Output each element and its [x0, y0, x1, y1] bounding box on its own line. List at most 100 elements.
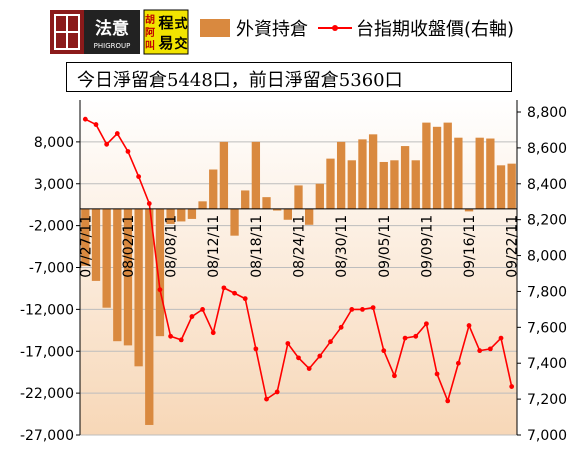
badge-char-2: 式 — [174, 16, 187, 32]
bar-31 — [411, 160, 420, 209]
bar-11 — [198, 201, 207, 209]
bar-17 — [262, 197, 271, 209]
bar-20 — [294, 185, 303, 209]
price-point-18 — [274, 389, 280, 395]
bar-10 — [187, 208, 197, 219]
price-point-0 — [82, 116, 88, 122]
right-tick-label-5: 8,000 — [527, 249, 567, 265]
left-tick-label-1: -22,000 — [20, 386, 74, 402]
left-tick-label-5: -2,000 — [29, 219, 74, 235]
bar-2 — [102, 208, 111, 308]
bar-4 — [123, 208, 133, 346]
bar-37 — [475, 137, 484, 209]
bar-series — [81, 122, 516, 425]
price-point-17 — [264, 396, 269, 402]
bar-25 — [347, 160, 356, 209]
price-point-25 — [349, 306, 355, 312]
right-tick-label-2: 7,400 — [527, 356, 567, 372]
legend-bar-label: 外資持倉 — [236, 19, 308, 40]
bar-39 — [496, 165, 506, 209]
price-point-7 — [157, 287, 163, 293]
logo: 法意 PHIGROUP 胡 阿 叫 程 式 交 易 — [48, 8, 190, 56]
logo-graphic: 法意 PHIGROUP 胡 阿 叫 程 式 交 易 — [48, 8, 190, 56]
price-point-36 — [466, 323, 472, 328]
right-tick-label-7: 8,400 — [527, 177, 567, 193]
price-point-16 — [253, 346, 259, 352]
bar-15 — [241, 190, 250, 209]
bar-35 — [454, 137, 463, 209]
left-tick-label-2: -17,000 — [20, 344, 74, 360]
bar-29 — [390, 160, 399, 209]
left-tick-label-4: -7,000 — [29, 261, 74, 277]
price-point-8 — [168, 333, 173, 339]
right-tick-label-3: 7,600 — [527, 320, 567, 336]
left-tick-label-3: -12,000 — [20, 302, 74, 318]
x-tick-label-7: 09/05/11 — [377, 215, 393, 278]
bar-8 — [166, 208, 175, 224]
bar-34 — [443, 122, 452, 209]
bar-22 — [315, 183, 324, 209]
legend-line-label: 台指期收盤價(右軸) — [356, 19, 515, 40]
bar-36 — [464, 208, 474, 212]
badge-char-4: 易 — [158, 34, 173, 52]
x-tick-label-9: 09/16/11 — [462, 215, 478, 278]
bar-16 — [251, 141, 261, 209]
price-point-29 — [392, 373, 397, 379]
price-point-24 — [338, 324, 344, 330]
price-point-23 — [328, 339, 333, 345]
bar-9 — [177, 208, 186, 222]
x-tick-label-4: 08/18/11 — [249, 215, 265, 278]
price-point-6 — [146, 201, 152, 206]
price-point-11 — [200, 306, 205, 312]
logo-brand-sub: PHIGROUP — [94, 42, 131, 50]
price-point-1 — [93, 122, 99, 127]
x-tick-label-5: 08/24/11 — [292, 215, 308, 278]
price-point-3 — [114, 131, 120, 136]
badge-side-char-2: 阿 — [145, 27, 155, 39]
right-tick-label-4: 7,800 — [527, 284, 567, 300]
price-point-10 — [189, 314, 195, 319]
legend: 外資持倉 台指期收盤價(右軸) — [200, 12, 524, 44]
badge-char-3: 交 — [174, 36, 187, 52]
bar-40 — [507, 163, 516, 209]
bar-0 — [81, 208, 90, 266]
x-tick-label-1: 08/02/11 — [121, 215, 137, 278]
price-point-37 — [477, 348, 483, 354]
price-point-5 — [136, 174, 142, 180]
price-point-21 — [306, 366, 312, 372]
left-axis: -27,000 -22,000 -17,000 -12,000 -7,000 -2,000… — [20, 100, 81, 444]
price-point-26 — [360, 306, 365, 312]
price-point-31 — [413, 333, 419, 339]
subtitle: 今日淨留倉5448口，前日淨留倉5360口 — [77, 70, 403, 91]
price-point-34 — [445, 398, 451, 404]
subtitle-box: 今日淨留倉5448口，前日淨留倉5360口 — [66, 62, 512, 92]
bar-23 — [326, 158, 335, 209]
bar-7 — [155, 208, 165, 337]
price-point-13 — [221, 285, 227, 291]
legend-item-bar: 外資持倉 — [200, 15, 308, 41]
x-tick-label-3: 08/12/11 — [206, 215, 222, 278]
badge-char-1: 程 — [158, 14, 173, 32]
right-axis: 7,000 7,200 7,400 7,600 7,800 8,000 8,200 8,400… — [516, 100, 567, 444]
bar-14 — [230, 208, 239, 236]
price-point-33 — [434, 371, 440, 377]
legend-line-swatch — [318, 19, 352, 37]
logo-brand-name: 法意 — [95, 18, 129, 39]
bar-13 — [219, 141, 229, 209]
badge-side-char-1: 胡 — [145, 13, 155, 26]
badge-side-char-3: 叫 — [145, 39, 155, 52]
bar-5 — [134, 208, 143, 367]
price-point-28 — [381, 348, 387, 354]
bar-38 — [486, 138, 495, 209]
x-tick-label-6: 08/30/11 — [334, 215, 350, 278]
x-tick-label-8: 09/09/11 — [419, 215, 435, 278]
price-point-4 — [125, 149, 131, 154]
x-tick-label-10: 09/22/11 — [505, 215, 521, 278]
bar-1 — [91, 208, 101, 281]
price-point-40 — [509, 384, 515, 389]
price-point-20 — [296, 355, 301, 361]
bar-24 — [336, 141, 346, 209]
left-tick-label-7: 8,000 — [34, 135, 74, 151]
x-axis: 07/27/11 08/02/11 08/08/11 08/12/11 08/18/11… — [78, 208, 521, 278]
price-point-14 — [232, 290, 237, 296]
